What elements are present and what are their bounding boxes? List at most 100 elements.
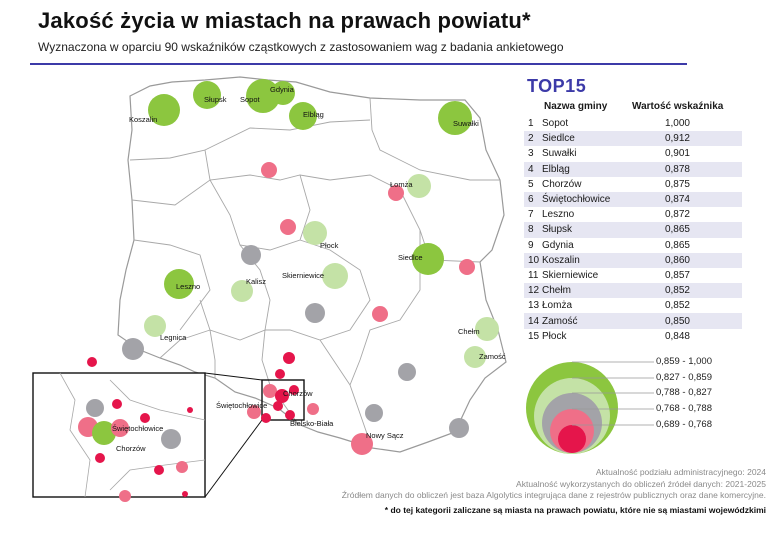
legend-circle-class-5 [558, 425, 586, 453]
row-value: 0,874 [664, 194, 690, 206]
label-zamosc: Zamość [479, 352, 506, 361]
legend-leaders [572, 361, 654, 426]
marker-silesia-5 [261, 413, 271, 423]
row-rank: 6 [528, 194, 534, 206]
row-value: 0,865 [664, 224, 690, 236]
label-plock: Płock [320, 241, 339, 250]
row-rank: 4 [528, 163, 534, 175]
table-row: 4 Elbląg 0,878 [524, 161, 742, 177]
row-value: 0,852 [664, 300, 690, 312]
table-row: 12 Chełm 0,852 [524, 283, 742, 299]
table-row: 9 Gdynia 0,865 [524, 238, 742, 253]
marker-tarnow [365, 404, 383, 422]
inset-marker-pink-2 [111, 419, 129, 437]
label-legnica: Legnica [160, 333, 187, 342]
marker-silesia-4 [273, 401, 283, 411]
inset-marker-pink-3 [176, 461, 188, 473]
marker-jelenia [144, 315, 166, 337]
row-name: Koszalin [542, 254, 580, 266]
marker-silesia-2 [275, 389, 289, 403]
label-sopot: Sopot [240, 95, 261, 104]
row-value: 1,000 [664, 118, 690, 130]
marker-czestochowa [283, 352, 295, 364]
row-name: Płock [542, 330, 567, 342]
row-rank: 1 [528, 118, 534, 130]
table-row: 15 Płock 0,848 [524, 329, 742, 344]
label-skierniewice: Skierniewice [282, 271, 324, 280]
legend-label-class-2: 0,827 - 0,859 [656, 372, 712, 383]
label-koszalin: Koszalin [129, 115, 157, 124]
inset-marker-grey-2 [161, 429, 181, 449]
row-value: 0,912 [664, 133, 690, 145]
footer-source: Źródłem danych do obliczeń jest baza Alg… [341, 490, 766, 500]
marker-siedlce [412, 243, 444, 275]
inset-marker-grey-1 [86, 399, 104, 417]
marker-silesia-1 [263, 384, 277, 398]
row-name: Słupsk [542, 224, 573, 236]
table-row: 13 Łomża 0,852 [524, 298, 742, 313]
row-rank: 14 [528, 315, 540, 327]
legend-label-class-4: 0,768 - 0,788 [656, 403, 712, 414]
label-leszno: Leszno [176, 282, 200, 291]
label-gdynia: Gdynia [270, 85, 295, 94]
row-value: 0,901 [664, 148, 690, 160]
label-siedlce: Siedlce [398, 253, 423, 262]
label-chorzow: Chorzów [283, 389, 313, 398]
marker-legnica [122, 338, 144, 360]
label-slupsk: Słupsk [204, 95, 227, 104]
table-row: 1 Sopot 1,000 [524, 116, 742, 131]
table-row: 14 Zamość 0,850 [524, 313, 742, 329]
footer-data-date: Aktualność wykorzystanych do obliczeń źr… [516, 479, 766, 489]
marker-czestochowa-2 [275, 369, 285, 379]
label-elblag: Elbląg [303, 110, 324, 119]
inset-connector-bottom [204, 419, 263, 498]
legend-label-class-5: 0,689 - 0,768 [656, 419, 712, 430]
row-name: Sopot [542, 118, 569, 130]
marker-sopot [246, 79, 280, 113]
table-row: 3 Suwałki 0,901 [524, 146, 742, 161]
row-value: 0,852 [664, 285, 690, 297]
table-row: 5 Chorzów 0,875 [524, 177, 742, 192]
marker-torun [280, 219, 296, 235]
row-name: Gdynia [542, 239, 574, 251]
marker-rybnik [247, 405, 261, 419]
silesia-zoom-frame [261, 379, 305, 421]
row-rank: 11 [528, 269, 539, 281]
inset-connector-top [204, 372, 263, 381]
row-rank: 15 [528, 330, 540, 342]
inset-label-swietochlowice: Świętochłowice [112, 424, 163, 433]
top15-table: TOP15 Nazwa gminy Wartość wskaźnika 1 Sop… [524, 76, 742, 344]
row-name: Zamość [542, 315, 578, 327]
table-row: 7 Leszno 0,872 [524, 207, 742, 222]
footer-admin-date: Aktualność podziału administracyjnego: 2… [595, 467, 766, 477]
row-value: 0,878 [664, 163, 690, 175]
label-bielsko: Bielsko-Biała [290, 419, 334, 428]
row-rank: 2 [528, 133, 534, 145]
marker-leszno [164, 269, 194, 299]
row-value: 0,848 [664, 330, 690, 342]
top15-header: Nazwa gminy Wartość wskaźnika [524, 101, 742, 115]
top15-rows: 1 Sopot 1,000 2 Siedlce 0,912 3 Suwałki 0,901 4 El… [524, 116, 742, 344]
row-rank: 10 [528, 254, 540, 266]
marker-skierniewice [322, 263, 348, 289]
row-value: 0,875 [664, 178, 690, 190]
label-swietochlowice: Świętochłowice [216, 401, 267, 410]
row-value: 0,872 [664, 209, 690, 221]
row-rank: 8 [528, 224, 534, 236]
legend-label-class-3: 0,788 - 0,827 [656, 387, 712, 398]
row-rank: 9 [528, 239, 534, 251]
row-name: Skierniewice [542, 269, 599, 281]
marker-walbrzych [87, 357, 97, 367]
row-name: Elbląg [542, 163, 570, 175]
marker-piotrkow [305, 303, 325, 323]
row-name: Leszno [542, 209, 575, 221]
marker-lomza [407, 174, 431, 198]
row-name: Siedlce [542, 133, 575, 145]
marker-przemysl [449, 418, 469, 438]
row-rank: 7 [528, 209, 534, 221]
row-name: Łomża [542, 300, 573, 312]
label-kalisz: Kalisz [246, 277, 266, 286]
label-nowy-sacz: Nowy Sącz [366, 431, 404, 440]
inset-marker-red-1 [112, 399, 122, 409]
